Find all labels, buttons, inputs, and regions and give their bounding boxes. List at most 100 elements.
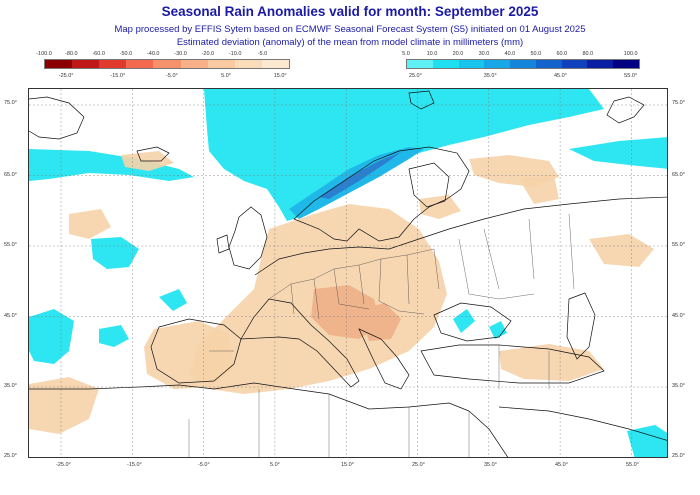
legend-neg-label: -10.0 [228,51,242,57]
coast-iceland [136,146,170,162]
legend-positive-swatch-3 [458,60,485,68]
legend-positive-anomaly: 5.0 10.0 20.0 30.0 40.0 50.0 60.0 80.0 1… [402,51,640,91]
coast-british-isles [216,206,268,270]
border-lines [188,213,575,457]
lat-tick-left: 55.0° [4,242,17,248]
dry-region-alps-core [311,285,381,339]
legend-pos-label: 10.0 [426,51,438,57]
lon-tick-top: 25.0° [408,73,422,79]
legend-negative-swatch-3 [99,60,127,68]
dry-region-baltic [419,195,461,219]
lat-tick-right: 35.0° [672,383,685,389]
wet-region-barents-east [569,137,667,169]
anomaly-map [28,88,668,458]
coastlines [29,90,667,457]
map-title: Seasonal Rain Anomalies valid for month:… [161,4,539,19]
lat-tick-right: 25.0° [672,453,685,459]
legend-pos-label: 30.0 [478,51,490,57]
legend-positive-swatch-6 [535,60,562,68]
lon-tick-bottom: 45.0° [555,462,568,468]
lat-tick-right: 65.0° [672,172,685,178]
legend-neg-label: -50.0 [119,51,133,57]
lon-tick-top: -25.0° [58,73,74,79]
wet-region-iberia-west [159,289,187,311]
legend-neg-label: -30.0 [174,51,187,57]
legend-neg-label: -60.0 [92,51,105,57]
dry-region-balkans-core [359,303,401,341]
legend-positive-color-bar [406,59,640,69]
wet-region-north-atlantic [29,149,194,181]
legend-positive-swatch-8 [587,60,614,68]
wet-region-norway [289,147,424,219]
legend-negative-swatch-1 [45,60,73,68]
legend-positive-swatch-9 [613,60,640,68]
coast-france-italy [240,298,360,388]
coast-north-africa [29,382,470,412]
country-borders [188,213,575,457]
lat-tick-right: 55.0° [672,242,685,248]
wet-region-black-sea-east [489,321,507,339]
dry-region-kazakhstan [589,234,654,267]
coast-iberia [150,318,242,384]
wet-region-southeast [627,425,667,457]
lat-tick-left: 65.0° [4,172,17,178]
wet-region-norway-core [319,152,401,199]
lat-tick-left: 45.0° [4,313,17,319]
dry-anomaly-areas [29,151,654,434]
legend-positive-swatch-2 [432,60,459,68]
coast-finland [408,162,450,208]
lon-tick-top: -15.0° [110,73,126,79]
lat-tick-right: 75.0° [672,100,685,106]
legend-neg-label: -5.0 [257,51,268,57]
legend-neg-label: -40.0 [146,51,160,57]
wet-region-black-sea [453,309,475,333]
legend-pos-label: 20.0 [452,51,464,57]
lat-tick-right: 45.0° [672,313,685,319]
coast-continental-europe [254,196,667,276]
legend-pos-label: 80.0 [582,51,594,57]
coast-caspian-sea [566,292,596,360]
coast-svalbard [408,90,435,110]
dry-region-sahara-west [29,377,99,434]
legend-pos-label: 60.0 [556,51,568,57]
wet-region-atlantic-center [91,237,139,269]
subtitle-description: Estimated deviation (anomaly) of the mea… [176,37,524,48]
dry-region-atlantic-mid [69,209,111,239]
coast-greenland [29,96,85,140]
dry-region-iberia [144,321,234,389]
map-canvas [29,89,667,457]
legend-positive-swatch-1 [407,60,433,68]
legend-neg-label: -100.0 [36,51,52,57]
lon-tick-top: 55.0° [624,73,638,79]
coast-novaya-zemlya [606,96,645,124]
legend-pos-label: 100.0 [623,51,638,57]
lon-tick-top: -5.0° [166,73,178,79]
wet-anomaly-areas [29,89,667,457]
legend-negative-swatch-8 [234,60,262,68]
lon-tick-top: 5.0° [221,73,231,79]
legend-pos-label: 5.0 [402,51,410,57]
coast-scandinavia [293,146,470,242]
legend-neg-label: -80.0 [65,51,78,57]
lon-tick-bottom: 35.0° [484,462,497,468]
wet-region-azores [99,325,129,347]
legend-negative-anomaly: -100.0 -80.0 -60.0 -50.0 -40.0 -30.0 -20… [36,51,290,91]
legend-pos-label: 40.0 [504,51,516,57]
subtitle-source: Map processed by EFFIS Sytem based on EC… [114,24,586,35]
lon-tick-bottom: -15.0° [127,462,142,468]
lon-tick-bottom: 15.0° [341,462,354,468]
dry-region-turkey [499,344,604,381]
coast-red-sea-arabia [468,406,667,457]
legend-negative-swatch-4 [126,60,154,68]
coast-balkans-greece [358,328,410,390]
legend-negative-swatch-7 [207,60,235,68]
legend-positive-swatch-7 [561,60,588,68]
lat-tick-left: 35.0° [4,383,17,389]
lat-lon-grid [29,89,667,457]
legend-negative-swatch-6 [180,60,208,68]
legend-pos-label: 50.0 [530,51,542,57]
lon-tick-bottom: -25.0° [56,462,71,468]
legend-negative-color-bar [44,59,290,69]
coast-turkey [420,344,605,384]
legend-negative-swatch-2 [72,60,100,68]
